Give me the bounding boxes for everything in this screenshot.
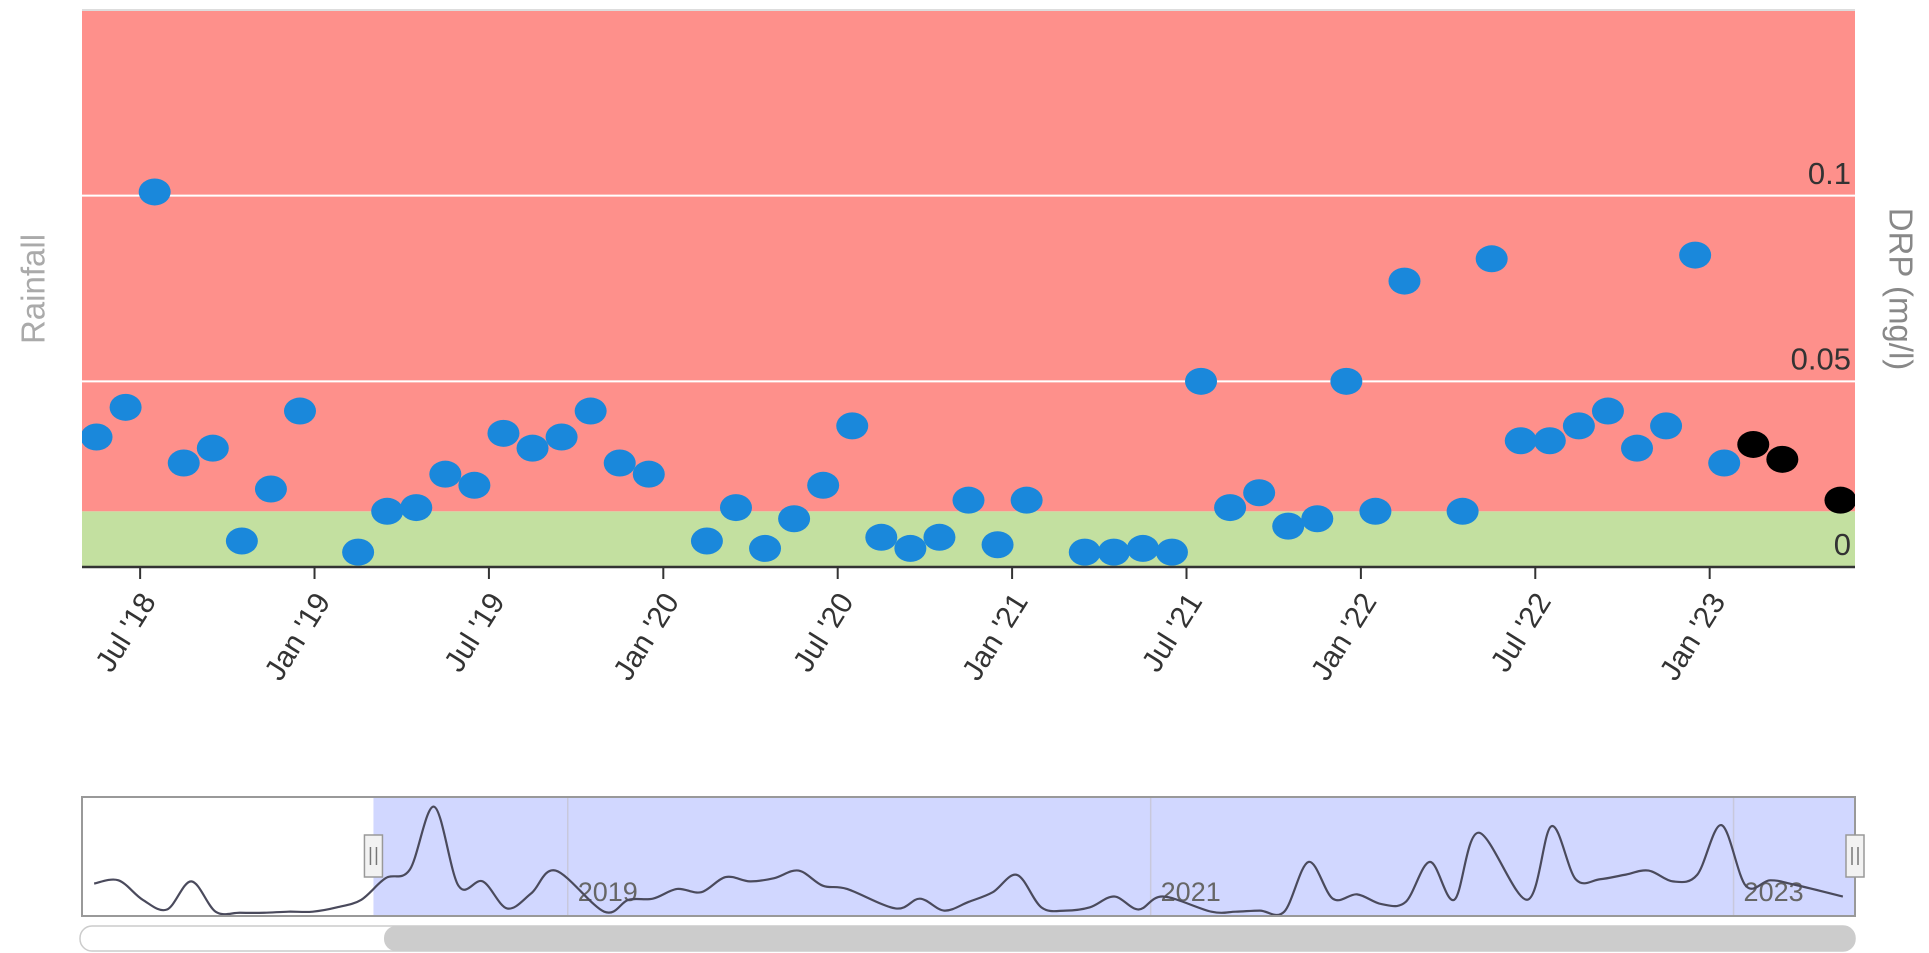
data-point xyxy=(516,434,549,462)
data-point xyxy=(109,393,142,421)
navigator-tick-label: 2021 xyxy=(1161,877,1221,907)
data-point xyxy=(167,449,200,477)
navigator-handle[interactable] xyxy=(363,834,384,878)
data-point xyxy=(1185,367,1218,395)
data-point xyxy=(1068,538,1101,566)
data-point xyxy=(1359,497,1392,525)
scrollbar-thumb[interactable] xyxy=(384,926,1855,951)
data-point xyxy=(1533,427,1566,455)
data-point xyxy=(429,460,462,488)
data-point xyxy=(1679,241,1712,269)
y-tick-label: 0 xyxy=(1834,527,1851,562)
bands xyxy=(82,10,1855,567)
data-point xyxy=(836,412,869,440)
x-tick-label: Jul '18 xyxy=(89,587,162,677)
data-point xyxy=(894,534,927,562)
data-point xyxy=(1504,427,1537,455)
data-point xyxy=(1708,449,1741,477)
data-point xyxy=(545,423,578,451)
data-point xyxy=(1097,538,1130,566)
x-tick-label: Jan '21 xyxy=(956,587,1035,686)
data-point xyxy=(749,534,782,562)
data-point xyxy=(1301,505,1334,533)
data-point xyxy=(1330,367,1363,395)
data-point xyxy=(690,527,723,555)
data-point xyxy=(1155,538,1188,566)
data-point xyxy=(1737,430,1770,458)
data-point xyxy=(82,423,113,451)
data-point xyxy=(981,531,1014,559)
navigator: 2019 2021 2023 xyxy=(81,796,1865,917)
data-point xyxy=(1243,479,1276,507)
y-tick-label: 0.1 xyxy=(1808,156,1851,191)
data-point xyxy=(283,397,316,425)
navigator-line xyxy=(93,805,1844,917)
data-point xyxy=(487,419,520,447)
data-point xyxy=(196,434,229,462)
navigator-tick-label: 2019 xyxy=(578,877,638,907)
data-point xyxy=(952,486,985,514)
data-point xyxy=(138,178,171,206)
x-axis: Jul '18 Jan '19 Jul '19 Jan '20 Jul '20 Jan '… xyxy=(82,565,1855,686)
data-point xyxy=(1272,512,1305,540)
data-point xyxy=(778,505,811,533)
data-point xyxy=(1126,534,1159,562)
x-tick-label: Jan '19 xyxy=(258,587,337,686)
data-point xyxy=(632,460,665,488)
data-point xyxy=(603,449,636,477)
data-point xyxy=(574,397,607,425)
y-axis-title: DRP (mg/l) xyxy=(1882,208,1919,371)
data-point xyxy=(1650,412,1683,440)
data-point xyxy=(1591,397,1624,425)
navigator-handle[interactable] xyxy=(1845,834,1865,878)
data-point xyxy=(1388,267,1421,295)
data-point xyxy=(1446,497,1479,525)
data-point xyxy=(1562,412,1595,440)
data-point xyxy=(865,523,898,551)
y2-axis-title: Rainfall xyxy=(15,234,52,344)
x-tick-label: Jan '22 xyxy=(1305,587,1384,686)
data-point xyxy=(458,471,491,499)
data-point xyxy=(1475,245,1508,273)
data-point xyxy=(1621,434,1654,462)
data-point xyxy=(254,475,287,503)
data-point xyxy=(923,523,956,551)
navigator-tick-label: 2023 xyxy=(1744,877,1804,907)
data-point xyxy=(1010,486,1043,514)
data-point xyxy=(400,494,433,522)
x-tick-label: Jan '23 xyxy=(1654,587,1733,686)
data-point xyxy=(225,527,258,555)
data-point xyxy=(719,494,752,522)
x-tick-label: Jul '19 xyxy=(438,587,511,677)
plot-band xyxy=(82,10,1855,512)
y-tick-label: 0.05 xyxy=(1791,342,1851,377)
data-point xyxy=(342,538,375,566)
data-point xyxy=(1824,486,1855,514)
x-tick-label: Jan '20 xyxy=(607,587,686,686)
x-tick-label: Jul '22 xyxy=(1484,587,1557,677)
markers xyxy=(82,178,1855,566)
x-tick-label: Jul '21 xyxy=(1136,587,1209,677)
data-point xyxy=(371,497,404,525)
data-point xyxy=(1214,494,1247,522)
data-point xyxy=(1766,445,1799,473)
data-point xyxy=(807,471,840,499)
x-tick-label: Jul '20 xyxy=(787,587,860,677)
